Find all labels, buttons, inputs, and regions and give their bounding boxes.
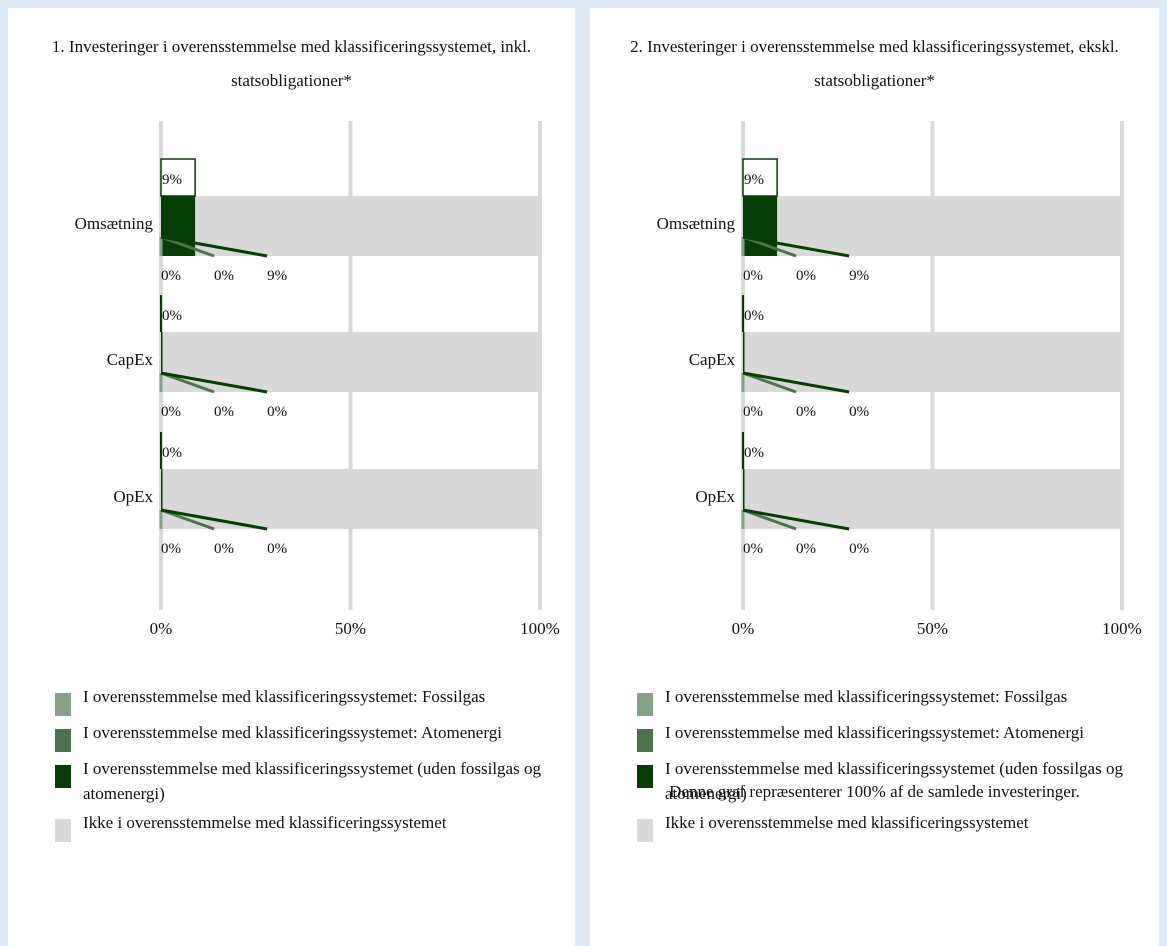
data-label-aligned-other: 9% [849, 268, 869, 284]
bar-not-aligned [743, 332, 1122, 392]
data-label-atomenergi: 0% [214, 268, 234, 284]
legend-item-atomenergi: I overensstemmelse med klassificeringssy… [637, 720, 1147, 752]
data-label-aligned-other: 9% [162, 172, 182, 188]
data-label-aligned-other: 0% [162, 445, 182, 461]
data-label-aligned-other: 0% [744, 445, 764, 461]
footnote: Denne graf repræsenterer 100% af de saml… [669, 782, 1080, 801]
data-label-atomenergi: 0% [796, 268, 816, 284]
data-label-aligned-other: 0% [162, 308, 182, 324]
data-label-fossilgas: 0% [743, 404, 763, 420]
bar-not-aligned [777, 196, 1122, 256]
legend-label: Ikke i overensstemmelse med klassificeri… [665, 813, 1029, 832]
chart-title: 1. Investeringer i overensstemmelse med … [51, 37, 532, 90]
legend-swatch-atomenergi [637, 729, 653, 752]
x-tick-label: 0% [732, 619, 755, 638]
data-label-aligned-other: 0% [744, 308, 764, 324]
leader-line-aligned-other [742, 508, 850, 531]
chart-plot: 0% 50% 100% 9% Omsætning 0% 0% 9% 0% CapEx 0% 0% 0% 0… [75, 121, 560, 638]
legend: I overensstemmelse med klassificeringssy… [55, 684, 565, 846]
legend-swatch-aligned-other [55, 765, 71, 788]
legend-swatch-fossilgas [637, 693, 653, 716]
leader-line-aligned-other [160, 235, 268, 258]
chart-panel-1: 1. Investeringer i overensstemmelse med … [8, 8, 575, 946]
leader-line-atomenergi [160, 508, 215, 531]
data-label-aligned-other: 9% [267, 268, 287, 284]
legend-swatch-fossilgas [55, 693, 71, 716]
legend-item-aligned-other: I overensstemmelse med klassificeringssy… [637, 756, 1147, 806]
data-label-aligned-other: 0% [267, 404, 287, 420]
leader-line-atomenergi [160, 235, 215, 258]
label-box [742, 158, 778, 197]
bar-aligned-other [161, 469, 163, 529]
leader-line-aligned-other [742, 235, 850, 258]
x-tick-label: 50% [335, 619, 366, 638]
legend-swatch-not-aligned [55, 819, 71, 842]
legend-item-fossilgas: I overensstemmelse med klassificeringssy… [637, 684, 1147, 716]
data-label-aligned-other: 0% [849, 541, 869, 557]
legend: I overensstemmelse med klassificeringssy… [637, 684, 1147, 846]
legend-item-aligned-other: I overensstemmelse med klassificeringssy… [55, 756, 565, 806]
data-label-aligned-other: 0% [849, 404, 869, 420]
x-tick-label: 100% [520, 619, 560, 638]
bar-aligned-other [743, 332, 745, 392]
bar-not-aligned [195, 196, 541, 256]
data-label-aligned-other: 9% [744, 172, 764, 188]
legend-swatch-atomenergi [55, 729, 71, 752]
category-label: OpEx [695, 487, 735, 506]
legend-label: I overensstemmelse med klassificeringssy… [665, 687, 1068, 706]
legend-item-fossilgas: I overensstemmelse med klassificeringssy… [55, 684, 565, 716]
legend-swatch-not-aligned [637, 819, 653, 842]
x-tick-label: 100% [1102, 619, 1142, 638]
leader-line-atomenergi [160, 371, 215, 394]
chart-plot: 0% 50% 100% 9% Omsætning 0% 0% 9% 0% CapEx 0% 0% 0% 0… [657, 121, 1142, 638]
x-tick-label: 0% [150, 619, 173, 638]
legend-label: I overensstemmelse med klassificeringssy… [665, 759, 1123, 803]
bar-not-aligned [743, 469, 1122, 529]
data-label-fossilgas: 0% [161, 404, 181, 420]
data-label-fossilgas: 0% [743, 268, 763, 284]
bar-not-aligned [161, 332, 540, 392]
data-label-atomenergi: 0% [214, 404, 234, 420]
bar-aligned-other [743, 469, 745, 529]
category-label: Omsætning [75, 214, 154, 233]
data-label-atomenergi: 0% [214, 541, 234, 557]
leader-line-aligned-other [160, 371, 268, 394]
legend-label: Ikke i overensstemmelse med klassificeri… [83, 813, 447, 832]
legend-item-atomenergi: I overensstemmelse med klassificeringssy… [55, 720, 565, 752]
leader-line-atomenergi [742, 235, 797, 258]
leader-line-aligned-other [742, 371, 850, 394]
leader-line-aligned-other [160, 508, 268, 531]
chart-title: 2. Investeringer i overensstemmelse med … [630, 37, 1119, 90]
category-label: OpEx [113, 487, 153, 506]
data-label-fossilgas: 0% [161, 541, 181, 557]
category-label: Omsætning [657, 214, 736, 233]
data-label-fossilgas: 0% [743, 541, 763, 557]
data-label-atomenergi: 0% [796, 404, 816, 420]
label-box [160, 158, 196, 197]
leader-line-atomenergi [742, 508, 797, 531]
data-label-aligned-other: 0% [267, 541, 287, 557]
bar-aligned-other [161, 332, 163, 392]
legend-label: I overensstemmelse med klassificeringssy… [83, 723, 502, 742]
x-tick-label: 50% [917, 619, 948, 638]
legend-label: I overensstemmelse med klassificeringssy… [83, 759, 541, 803]
legend-swatch-aligned-other [637, 765, 653, 788]
chart-panel-2: 2. Investeringer i overensstemmelse med … [590, 8, 1159, 946]
legend-item-not-aligned: Ikke i overensstemmelse med klassificeri… [637, 810, 1147, 842]
data-label-atomenergi: 0% [796, 541, 816, 557]
category-label: CapEx [689, 350, 736, 369]
leader-line-atomenergi [742, 371, 797, 394]
bar-not-aligned [161, 469, 540, 529]
data-label-fossilgas: 0% [161, 268, 181, 284]
legend-item-not-aligned: Ikke i overensstemmelse med klassificeri… [55, 810, 565, 842]
category-label: CapEx [107, 350, 154, 369]
legend-label: I overensstemmelse med klassificeringssy… [83, 687, 486, 706]
legend-label: I overensstemmelse med klassificeringssy… [665, 723, 1084, 742]
